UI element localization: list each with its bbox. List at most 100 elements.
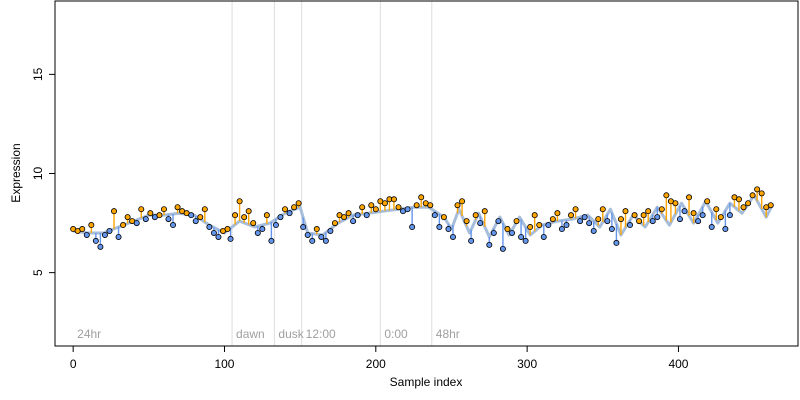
- data-point: [83, 231, 90, 238]
- data-point: [390, 196, 397, 203]
- y-axis-title: Expression: [9, 143, 23, 202]
- data-point: [463, 218, 470, 225]
- data-point: [97, 243, 104, 250]
- data-point: [536, 222, 543, 229]
- data-point: [518, 233, 525, 240]
- data-point: [658, 206, 665, 213]
- data-point: [504, 226, 511, 233]
- data-point: [236, 198, 243, 205]
- data-point: [459, 198, 466, 205]
- data-point: [124, 214, 131, 221]
- data-point: [440, 214, 447, 221]
- data-point: [215, 233, 222, 240]
- data-point: [404, 206, 411, 213]
- data-point: [490, 229, 497, 236]
- data-point: [331, 220, 338, 227]
- data-point: [540, 233, 547, 240]
- data-point: [563, 222, 570, 229]
- data-point: [645, 208, 652, 215]
- data-point: [291, 204, 298, 211]
- data-point: [681, 208, 688, 215]
- data-point: [263, 212, 270, 219]
- data-point: [111, 208, 118, 215]
- data-point: [259, 226, 266, 233]
- x-tick-label: 0: [70, 357, 77, 371]
- data-point: [147, 210, 154, 217]
- data-point: [245, 208, 252, 215]
- data-point: [431, 212, 438, 219]
- data-point: [309, 237, 316, 244]
- data-point: [282, 206, 289, 213]
- data-point: [735, 196, 742, 203]
- data-point: [427, 202, 434, 209]
- data-point: [165, 216, 172, 223]
- data-point: [295, 200, 302, 207]
- data-point: [436, 224, 443, 231]
- data-point: [726, 212, 733, 219]
- data-point: [717, 214, 724, 221]
- data-point: [395, 204, 402, 211]
- data-point: [695, 218, 702, 225]
- data-point: [581, 214, 588, 221]
- data-point: [192, 218, 199, 225]
- data-point: [508, 229, 515, 236]
- data-point: [468, 237, 475, 244]
- phase-label: 0:00: [384, 327, 408, 341]
- y-tick-label: 5: [31, 269, 45, 276]
- data-point: [604, 218, 611, 225]
- data-point: [549, 216, 556, 223]
- data-point: [649, 218, 656, 225]
- data-point: [531, 212, 538, 219]
- data-point: [327, 227, 334, 234]
- plot-frame: [54, 0, 799, 347]
- data-point: [740, 204, 747, 211]
- data-point: [227, 235, 234, 242]
- data-point: [160, 206, 167, 213]
- data-point: [513, 218, 520, 225]
- x-tick-label: 300: [517, 357, 537, 371]
- data-point: [472, 212, 479, 219]
- data-point: [210, 229, 217, 236]
- fit-line: [73, 193, 774, 239]
- data-point: [617, 216, 624, 223]
- data-point: [495, 218, 502, 225]
- x-axis-title: Sample index: [390, 375, 463, 389]
- data-point: [586, 220, 593, 227]
- data-point: [590, 227, 597, 234]
- data-point: [272, 222, 279, 229]
- data-point: [767, 202, 774, 209]
- data-point: [418, 194, 425, 201]
- data-point: [663, 192, 670, 199]
- data-point: [477, 220, 484, 227]
- data-point: [409, 224, 416, 231]
- data-point: [749, 192, 756, 199]
- data-point: [115, 233, 122, 240]
- data-point: [354, 212, 361, 219]
- data-point: [613, 239, 620, 246]
- data-point: [359, 204, 366, 211]
- data-point: [722, 226, 729, 233]
- data-point: [197, 214, 204, 221]
- data-point: [156, 212, 163, 219]
- data-point: [300, 224, 307, 231]
- data-point: [188, 212, 195, 219]
- data-point: [522, 237, 529, 244]
- data-point: [568, 212, 575, 219]
- data-point: [92, 237, 99, 244]
- data-point: [224, 226, 231, 233]
- data-point: [631, 212, 638, 219]
- data-point: [554, 210, 561, 217]
- phase-label: 12:00: [306, 327, 336, 341]
- data-point: [201, 206, 208, 213]
- data-point: [672, 200, 679, 207]
- x-axis: 0 100 200 300 400: [70, 345, 689, 371]
- data-point: [527, 224, 534, 231]
- data-point: [686, 194, 693, 201]
- data-point: [381, 200, 388, 207]
- data-point: [286, 210, 293, 217]
- x-tick-label: 200: [366, 357, 386, 371]
- data-point: [690, 210, 697, 217]
- data-point: [101, 231, 108, 238]
- data-point: [713, 206, 720, 213]
